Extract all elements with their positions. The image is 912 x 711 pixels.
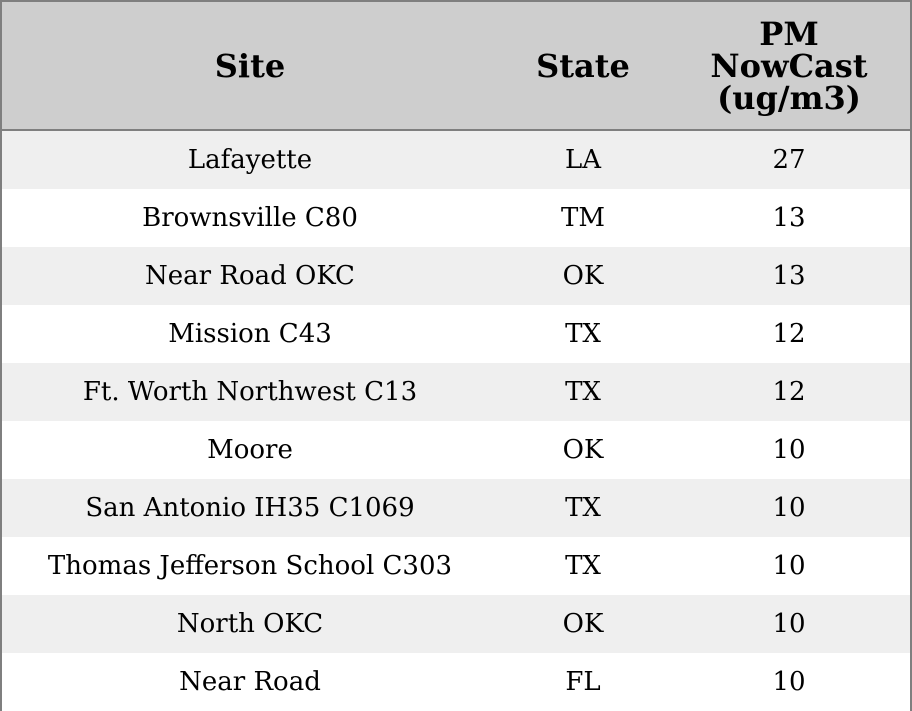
cell-state: TX [565, 493, 601, 523]
table-row: San Antonio IH35 C1069 TX 10 [2, 479, 910, 537]
header-pm-line-2: NowCast [710, 46, 868, 85]
cell-pm-nowcast: 13 [772, 203, 806, 233]
table-header-row: Site State PM NowCast (ug/m3) [2, 2, 910, 131]
cell-state: LA [564, 145, 602, 175]
cell-pm-nowcast: 10 [772, 493, 806, 523]
cell-pm-nowcast: 10 [772, 667, 806, 697]
table-row: Near Road OKC OK 13 [2, 247, 910, 305]
cell-pm-nowcast: 10 [772, 435, 806, 465]
table-row: Thomas Jefferson School C303 TX 10 [2, 537, 910, 595]
cell-state: OK [562, 609, 604, 639]
cell-state: FL [565, 667, 601, 697]
cell-state: TX [565, 377, 601, 407]
header-state: State [536, 46, 630, 85]
cell-pm-nowcast: 12 [772, 319, 806, 349]
cell-site: San Antonio IH35 C1069 [85, 493, 415, 523]
cell-pm-nowcast: 27 [772, 145, 806, 175]
cell-pm-nowcast: 10 [772, 551, 806, 581]
header-pm-line-3: (ug/m3) [717, 78, 861, 117]
cell-site: Near Road [179, 667, 321, 697]
cell-site: Lafayette [187, 145, 313, 175]
cell-site: Ft. Worth Northwest C13 [82, 377, 418, 407]
table-row: Lafayette LA 27 [2, 131, 910, 189]
header-pm-line-1: PM [759, 14, 819, 53]
cell-state: TX [565, 551, 601, 581]
cell-site: Thomas Jefferson School C303 [47, 551, 453, 581]
cell-state: TM [561, 203, 605, 233]
cell-state: TX [565, 319, 601, 349]
cell-pm-nowcast: 12 [772, 377, 806, 407]
cell-pm-nowcast: 13 [772, 261, 806, 291]
table-row: Brownsville C80 TM 13 [2, 189, 910, 247]
cell-site: Brownsville C80 [142, 203, 358, 233]
table-row: Mission C43 TX 12 [2, 305, 910, 363]
table-row: Moore OK 10 [2, 421, 910, 479]
header-pm-nowcast: PM NowCast (ug/m3) [668, 2, 910, 129]
header-site: Site [214, 46, 286, 85]
cell-site: Near Road OKC [145, 261, 355, 291]
cell-state: OK [562, 261, 604, 291]
cell-site: Moore [207, 435, 293, 465]
cell-pm-nowcast: 10 [772, 609, 806, 639]
cell-state: OK [562, 435, 604, 465]
table-row: Near Road FL 10 [2, 653, 910, 711]
cell-site: Mission C43 [168, 319, 332, 349]
table-row: North OKC OK 10 [2, 595, 910, 653]
table-row: Ft. Worth Northwest C13 TX 12 [2, 363, 910, 421]
cell-site: North OKC [176, 609, 324, 639]
